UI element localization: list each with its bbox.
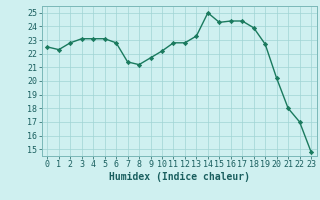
X-axis label: Humidex (Indice chaleur): Humidex (Indice chaleur) xyxy=(109,172,250,182)
